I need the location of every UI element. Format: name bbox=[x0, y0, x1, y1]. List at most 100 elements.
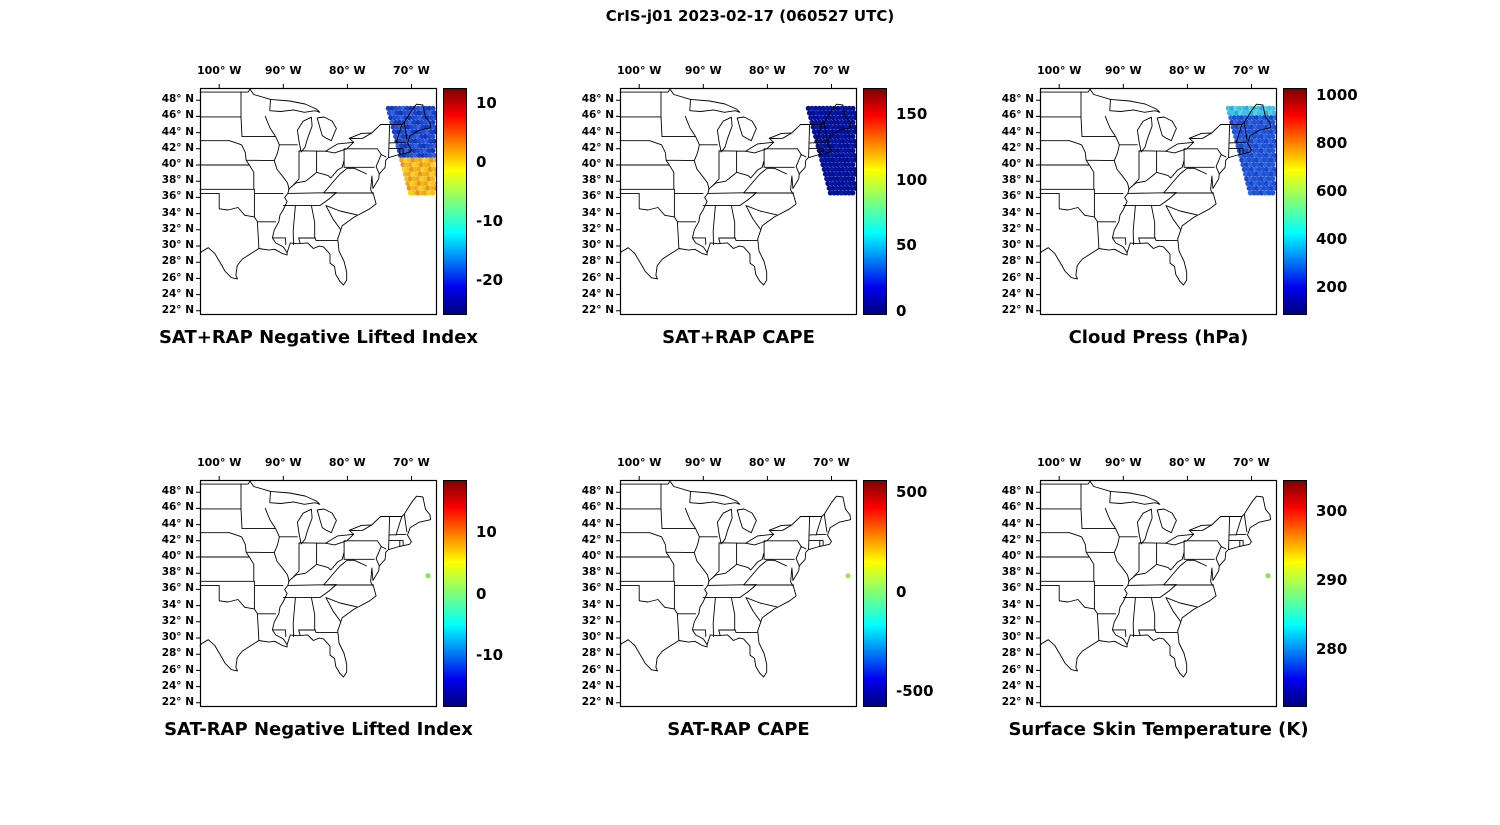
lat-tick-label: 34° N bbox=[1001, 206, 1034, 219]
lat-tick-label: 22° N bbox=[581, 303, 614, 316]
lon-tick-label: 80° W bbox=[748, 456, 786, 469]
lat-tick-label: 30° N bbox=[581, 631, 614, 644]
colorbar-tick-label: -10 bbox=[476, 645, 504, 664]
lat-tick-label: 40° N bbox=[161, 158, 194, 171]
lon-tick-label: 80° W bbox=[328, 456, 366, 469]
panel-title: Cloud Press (hPa) bbox=[1068, 327, 1249, 348]
lat-tick-label: 28° N bbox=[581, 647, 614, 660]
colorbar-tick-label: 0 bbox=[896, 582, 907, 601]
colorbar bbox=[863, 88, 887, 315]
lat-tick-label: 34° N bbox=[161, 206, 194, 219]
lon-tick-label: 70° W bbox=[1232, 456, 1270, 469]
lat-tick-label: 48° N bbox=[1001, 485, 1034, 498]
us-basemap bbox=[1035, 475, 1272, 704]
lat-tick-label: 34° N bbox=[161, 598, 194, 611]
lat-tick-label: 22° N bbox=[1001, 695, 1034, 708]
map-border bbox=[199, 87, 438, 316]
lat-tick-label: 48° N bbox=[161, 93, 194, 106]
lat-tick-label: 34° N bbox=[1001, 598, 1034, 611]
lat-tick-label: 34° N bbox=[581, 598, 614, 611]
lon-tick-label: 80° W bbox=[328, 64, 366, 77]
lat-tick-label: 36° N bbox=[161, 582, 194, 595]
map-panel-6: 100° W 90° W 80° W 70° W 48° N 46° N 44° N 42° … bbox=[1002, 456, 1348, 740]
lon-tick-label: 70° W bbox=[392, 64, 430, 77]
lat-tick-label: 40° N bbox=[161, 550, 194, 563]
lon-tick-label: 100° W bbox=[197, 456, 242, 469]
panel-title: Surface Skin Temperature (K) bbox=[1008, 719, 1309, 740]
panel-title: SAT-RAP Negative Lifted Index bbox=[164, 719, 473, 740]
satellite-footprint-layer bbox=[805, 105, 857, 196]
lat-tick-label: 44° N bbox=[581, 517, 614, 530]
map-plot-area bbox=[615, 475, 858, 708]
colorbar-tick-label: 10 bbox=[476, 93, 497, 112]
colorbar-tick-label: 600 bbox=[1316, 182, 1348, 201]
lat-tick-label: 44° N bbox=[581, 125, 614, 138]
lat-tick-label: 48° N bbox=[581, 485, 614, 498]
map-plot-area bbox=[1035, 475, 1278, 708]
colorbar-tick-label: 300 bbox=[1316, 501, 1348, 520]
lon-tick-label: 70° W bbox=[392, 456, 430, 469]
lon-tick-label: 90° W bbox=[684, 456, 722, 469]
lat-tick-label: 30° N bbox=[1001, 239, 1034, 252]
colorbar bbox=[1283, 88, 1307, 315]
lat-tick-label: 48° N bbox=[1001, 93, 1034, 106]
lat-tick-label: 48° N bbox=[581, 93, 614, 106]
panel-title: SAT-RAP CAPE bbox=[667, 719, 810, 740]
lat-tick-label: 22° N bbox=[581, 695, 614, 708]
colorbar-tick-label: 10 bbox=[476, 523, 497, 542]
lon-tick-label: 90° W bbox=[264, 456, 302, 469]
lat-tick-label: 28° N bbox=[581, 255, 614, 268]
lat-tick-label: 24° N bbox=[161, 287, 194, 300]
lat-tick-label: 32° N bbox=[161, 222, 194, 235]
lat-tick-label: 36° N bbox=[1001, 582, 1034, 595]
colorbar-tick-label: 150 bbox=[896, 105, 928, 124]
lon-tick-label: 70° W bbox=[1232, 64, 1270, 77]
lat-tick-label: 34° N bbox=[581, 206, 614, 219]
colorbar-tick-label: -500 bbox=[896, 682, 934, 701]
colorbar bbox=[1283, 480, 1307, 707]
lat-tick-label: 42° N bbox=[581, 533, 614, 546]
lon-tick-label: 90° W bbox=[1104, 64, 1142, 77]
lat-tick-label: 26° N bbox=[1001, 271, 1034, 284]
lat-tick-label: 28° N bbox=[1001, 255, 1034, 268]
lat-tick-label: 30° N bbox=[1001, 631, 1034, 644]
lat-tick-label: 42° N bbox=[161, 533, 194, 546]
lat-tick-label: 38° N bbox=[581, 174, 614, 187]
lon-tick-label: 80° W bbox=[1168, 64, 1206, 77]
colorbar-tick-label: 400 bbox=[1316, 230, 1348, 248]
satellite-footprint-layer bbox=[1265, 573, 1271, 579]
satellite-footprint-layer bbox=[385, 105, 437, 196]
map-plot-area bbox=[195, 475, 438, 708]
lat-tick-label: 46° N bbox=[161, 109, 194, 122]
lat-tick-label: 32° N bbox=[1001, 222, 1034, 235]
lon-tick-label: 70° W bbox=[812, 456, 850, 469]
single-footprint-dot bbox=[425, 573, 431, 579]
lat-tick-label: 26° N bbox=[581, 271, 614, 284]
single-footprint-dot bbox=[845, 573, 851, 579]
panel-title: SAT+RAP Negative Lifted Index bbox=[158, 327, 479, 348]
map-panel-5: 100° W 90° W 80° W 70° W 48° N 46° N 44° N 42° … bbox=[582, 456, 934, 740]
colorbar bbox=[443, 480, 467, 707]
lat-tick-label: 24° N bbox=[581, 679, 614, 692]
lat-tick-label: 36° N bbox=[581, 190, 614, 203]
lat-tick-label: 30° N bbox=[161, 631, 194, 644]
map-plot-area bbox=[195, 83, 438, 316]
colorbar-tick-label: -20 bbox=[476, 270, 504, 289]
panel-title: SAT+RAP CAPE bbox=[662, 327, 815, 348]
lat-tick-label: 24° N bbox=[1001, 679, 1034, 692]
lon-tick-label: 100° W bbox=[1037, 64, 1082, 77]
lat-tick-label: 46° N bbox=[1001, 501, 1034, 514]
colorbar-tick-label: 200 bbox=[1316, 277, 1348, 296]
lat-tick-label: 22° N bbox=[1001, 303, 1034, 316]
lat-tick-label: 42° N bbox=[1001, 141, 1034, 154]
lat-tick-label: 26° N bbox=[161, 271, 194, 284]
lat-tick-label: 28° N bbox=[1001, 647, 1034, 660]
map-border bbox=[1039, 479, 1278, 708]
lat-tick-label: 32° N bbox=[1001, 614, 1034, 627]
lat-tick-label: 28° N bbox=[161, 647, 194, 660]
lat-tick-label: 46° N bbox=[581, 109, 614, 122]
lon-tick-label: 90° W bbox=[1104, 456, 1142, 469]
colorbar-tick-label: 1000 bbox=[1316, 86, 1358, 105]
lon-tick-label: 80° W bbox=[1168, 456, 1206, 469]
